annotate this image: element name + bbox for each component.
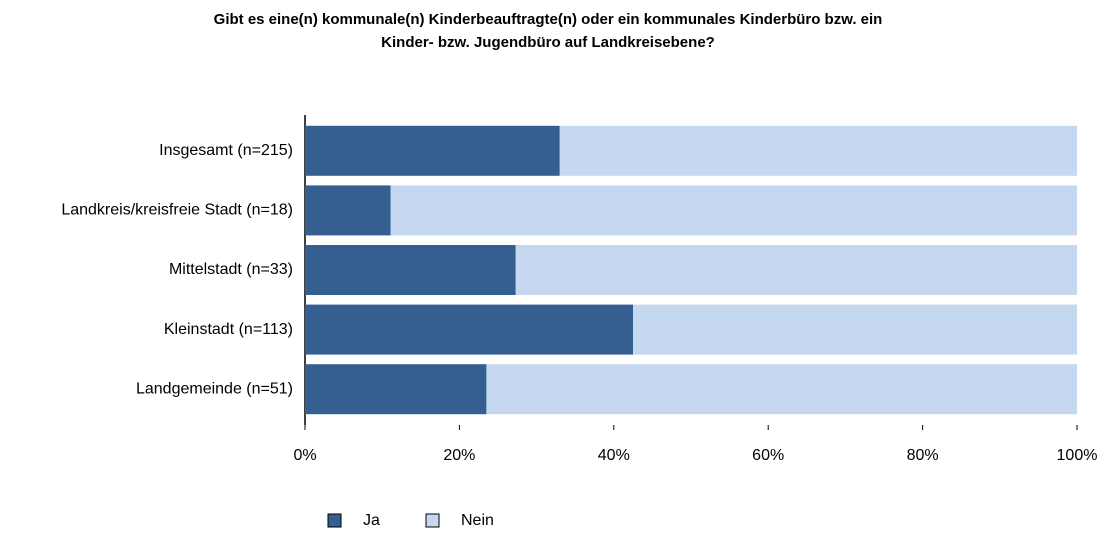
y-tick-label: Insgesamt (n=215) [159,142,293,159]
bar-segment [305,364,487,415]
x-tick-label: 100% [1057,447,1098,464]
y-tick-label: Landgemeinde (n=51) [136,380,293,397]
y-tick-label: Mittelstadt (n=33) [169,261,293,278]
bar-segment [390,185,1077,236]
bar-segment [633,304,1077,355]
chart-title: Gibt es eine(n) kommunale(n) Kinderbeauf… [214,11,883,28]
bar-segment [559,125,1077,176]
chart-title: Kinder- bzw. Jugendbüro auf Landkreisebe… [381,34,715,51]
legend-label: Ja [363,512,380,529]
legend-label: Nein [461,512,494,529]
x-tick-label: 40% [598,447,630,464]
bar-segment [515,245,1077,295]
y-tick-label: Landkreis/kreisfreie Stadt (n=18) [61,202,293,219]
bar-segment [305,125,560,176]
bar-segment [305,245,516,295]
bar-segment [305,304,634,355]
bar-segment [486,364,1077,415]
legend-swatch [327,513,342,528]
legend-swatch [425,513,440,528]
x-tick-label: 20% [443,447,475,464]
y-tick-label: Kleinstadt (n=113) [164,321,293,338]
x-tick-label: 60% [752,447,784,464]
x-tick-label: 0% [293,447,316,464]
x-tick-label: 80% [907,447,939,464]
bar-segment [305,185,391,236]
